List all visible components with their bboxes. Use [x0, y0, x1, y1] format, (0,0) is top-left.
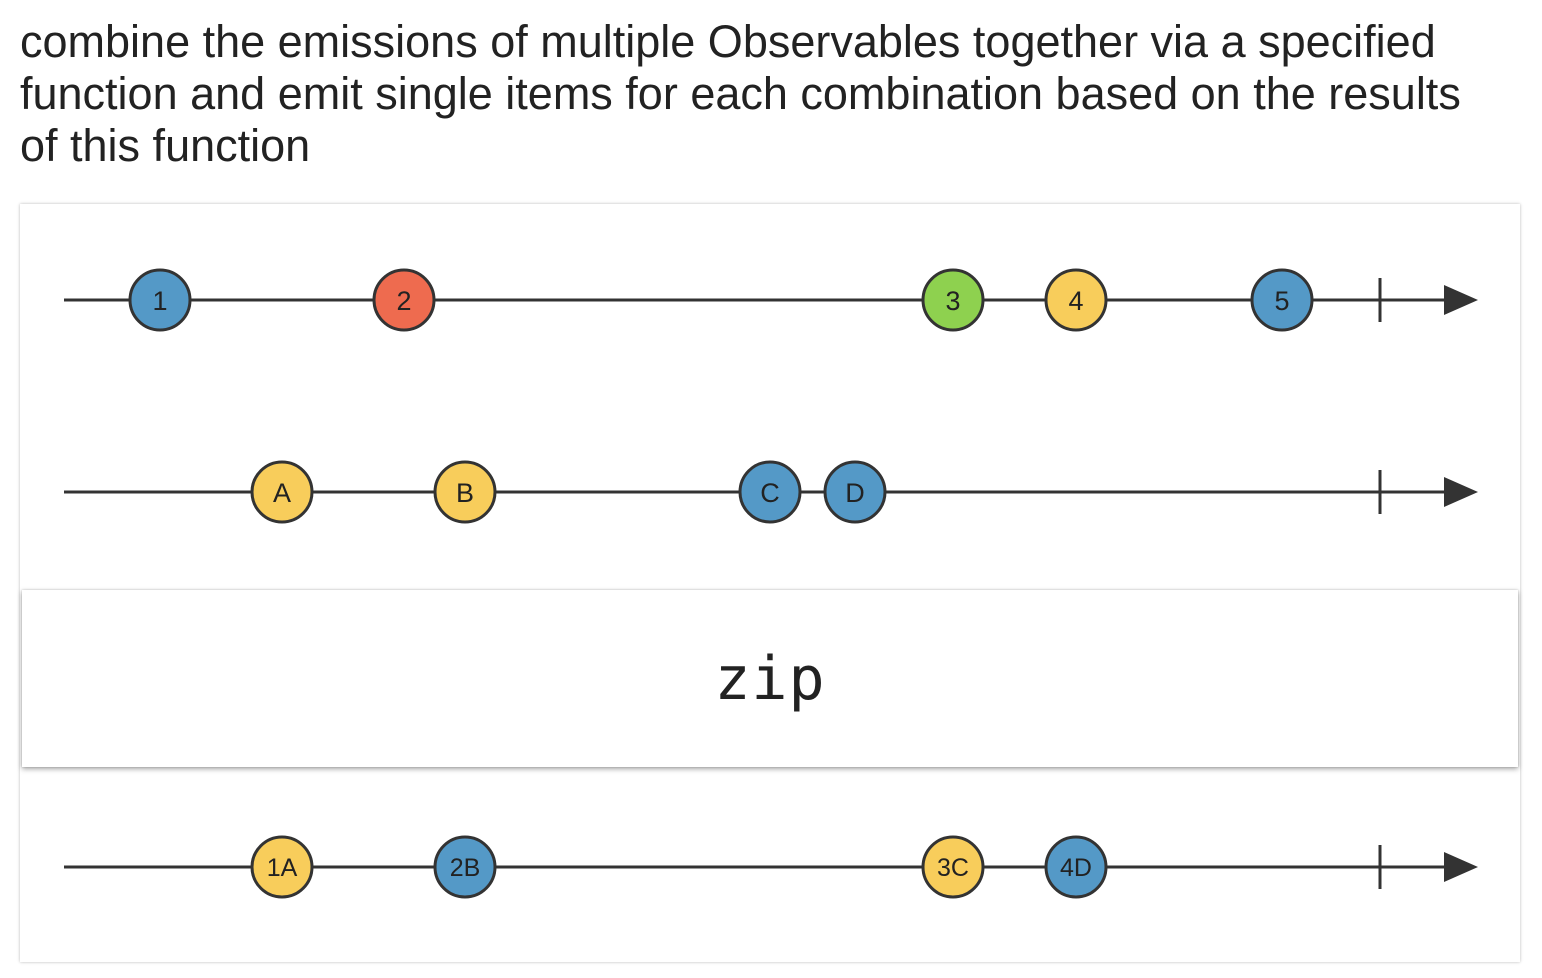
source-observable-numbers: 1 2 3 4 5 — [64, 268, 1478, 332]
marble: 1 — [128, 268, 192, 332]
operator-description: combine the emissions of multiple Observ… — [20, 16, 1461, 171]
marble: D — [823, 460, 887, 524]
marble-circle — [738, 460, 802, 524]
marble-circle — [823, 460, 887, 524]
marble: C — [738, 460, 802, 524]
marble-label: A — [273, 478, 291, 508]
marble: 4 — [1044, 268, 1108, 332]
marble-circle — [1044, 268, 1108, 332]
marble-label: 2B — [450, 854, 481, 882]
marble: A — [250, 460, 314, 524]
timeline-arrow-icon — [1444, 477, 1478, 507]
marble-diagram — [20, 204, 1520, 962]
marble-label: 3C — [937, 854, 969, 882]
marble-circle — [1250, 268, 1314, 332]
marble-circle — [1044, 835, 1108, 899]
marble-label: 5 — [1274, 286, 1289, 316]
marble: 2 — [372, 268, 436, 332]
marble-label: B — [456, 478, 474, 508]
result-observable: 1A 2B 3C 4D — [64, 835, 1478, 899]
timeline-arrow-icon — [1444, 285, 1478, 315]
marble: 4D — [1044, 835, 1108, 899]
marble-label: 4D — [1060, 854, 1092, 882]
source-observable-letters: A B C D — [64, 460, 1478, 524]
marble: 2B — [433, 835, 497, 899]
marble-label: 3 — [945, 286, 960, 316]
marble-circle — [128, 268, 192, 332]
marble-label: C — [760, 478, 780, 508]
marble-circle — [250, 835, 314, 899]
marble-label: 1A — [267, 854, 298, 882]
marble: 3 — [921, 268, 985, 332]
operator-label: zip — [714, 643, 826, 714]
operator-box: zip — [22, 590, 1518, 767]
marble-circle — [433, 835, 497, 899]
marble-label: D — [845, 478, 865, 508]
marble-circle — [433, 460, 497, 524]
timeline-arrow-icon — [1444, 852, 1478, 882]
marble: 3C — [921, 835, 985, 899]
marble: 5 — [1250, 268, 1314, 332]
marble-label: 1 — [152, 286, 167, 316]
marble-circle — [921, 835, 985, 899]
marble-circle — [250, 460, 314, 524]
marble: 1A — [250, 835, 314, 899]
marble: B — [433, 460, 497, 524]
marble-circle — [921, 268, 985, 332]
marble-label: 4 — [1068, 286, 1083, 316]
marble-circle — [372, 268, 436, 332]
marble-label: 2 — [396, 286, 411, 316]
